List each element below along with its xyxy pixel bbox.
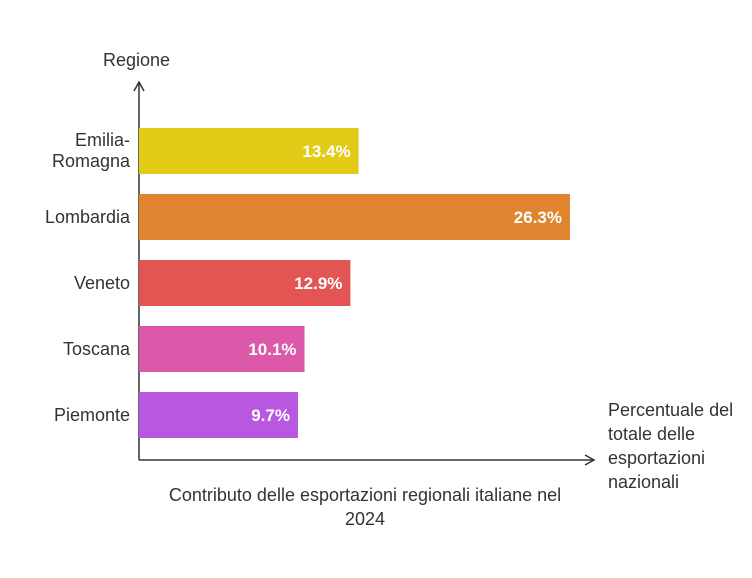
bar-3 (139, 326, 305, 372)
category-label-3: Toscana (62, 338, 130, 359)
category-label-4: Piemonte (53, 404, 130, 425)
bar-4 (139, 392, 298, 438)
bar-2 (139, 260, 351, 306)
chart-caption: Contributo delle esportazioni regionali … (168, 485, 562, 529)
x-axis-arrow (584, 454, 596, 466)
bar-0 (139, 128, 359, 174)
bar-value-label-1: 26.3% (514, 208, 562, 227)
x-axis-title: Percentuale del totale delle esportazion… (608, 400, 734, 492)
bar-value-label-4: 9.7% (251, 406, 290, 425)
bar-value-label-0: 13.4% (302, 142, 350, 161)
bar-1 (139, 194, 570, 240)
y-axis-arrow (133, 80, 145, 92)
category-label-2: Veneto (73, 272, 130, 293)
bar-value-label-3: 10.1% (248, 340, 296, 359)
category-label-1: Lombardia (44, 206, 130, 227)
category-label-0: Emilia- Romagna (51, 130, 130, 171)
bar-value-label-2: 12.9% (294, 274, 342, 293)
y-axis-title: Regione (103, 50, 171, 70)
